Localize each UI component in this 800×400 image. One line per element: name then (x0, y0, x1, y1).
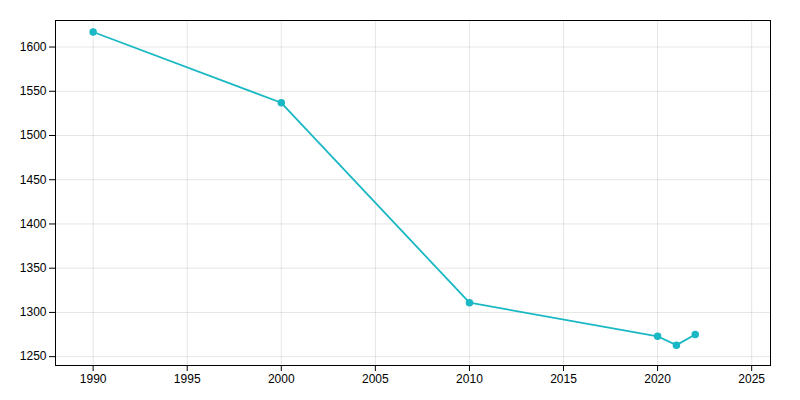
svg-text:1500: 1500 (20, 128, 47, 142)
svg-text:2020: 2020 (644, 372, 671, 386)
svg-text:1450: 1450 (20, 173, 47, 187)
svg-text:2025: 2025 (738, 372, 765, 386)
svg-text:1250: 1250 (20, 349, 47, 363)
svg-text:1990: 1990 (80, 372, 107, 386)
svg-text:2005: 2005 (362, 372, 389, 386)
svg-text:2015: 2015 (550, 372, 577, 386)
svg-text:1350: 1350 (20, 261, 47, 275)
svg-text:2000: 2000 (268, 372, 295, 386)
svg-text:1400: 1400 (20, 217, 47, 231)
svg-text:1300: 1300 (20, 305, 47, 319)
svg-text:1550: 1550 (20, 84, 47, 98)
svg-text:1995: 1995 (174, 372, 201, 386)
svg-text:1600: 1600 (20, 40, 47, 54)
svg-text:2010: 2010 (456, 372, 483, 386)
